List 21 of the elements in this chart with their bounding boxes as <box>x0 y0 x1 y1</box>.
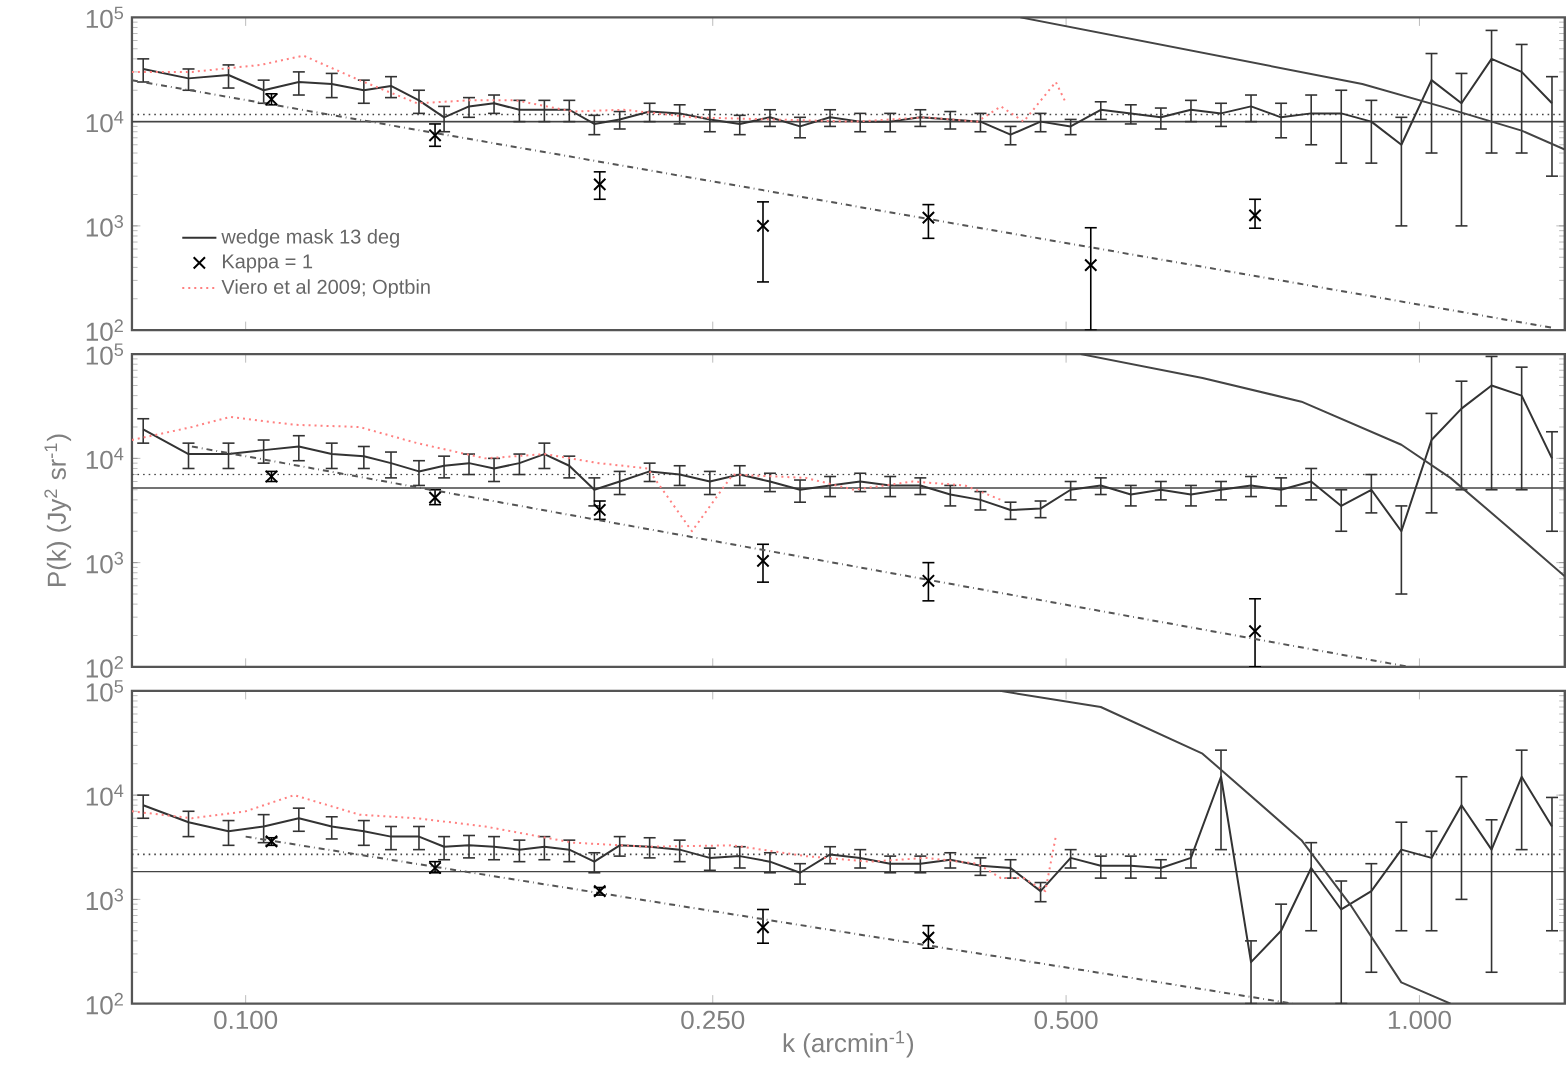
x-tick-label: 0.100 <box>214 1010 278 1030</box>
x-axis-title: k (arcmin$^{-1}$) <box>783 1031 914 1058</box>
y-tick-label: 10$^{2}$ <box>86 319 123 342</box>
legend-label: wedge mask 13 deg <box>221 229 399 248</box>
legend-label: Viero et al 2009; Optbin <box>221 279 430 299</box>
y-tick-label: 10$^{4}$ <box>86 784 124 807</box>
y-tick-label: 10$^{2}$ <box>86 656 123 678</box>
y-tick-label: 10$^{4}$ <box>86 111 124 133</box>
y-tick-label: 10$^{5}$ <box>86 680 124 702</box>
x-tick-label: 1.000 <box>1388 1010 1451 1030</box>
y-tick-label: 10$^{3}$ <box>86 888 124 911</box>
y-axis-title: P(k) (Jy$^{2}$ sr$^{-1}$) <box>44 434 72 587</box>
y-tick-label: 10$^{3}$ <box>86 215 124 237</box>
y-tick-label: 10$^{4}$ <box>86 447 124 470</box>
y-tick-label: 10$^{5}$ <box>86 6 124 29</box>
y-tick-label: 10$^{3}$ <box>86 552 124 574</box>
y-tick-label: 10$^{5}$ <box>86 343 124 366</box>
x-tick-label: 0.500 <box>1034 1010 1098 1030</box>
x-tick-label: 0.250 <box>681 1010 745 1030</box>
y-tick-label: 10$^{2}$ <box>86 993 123 1015</box>
legend-label: Kappa = 1 <box>223 254 313 273</box>
